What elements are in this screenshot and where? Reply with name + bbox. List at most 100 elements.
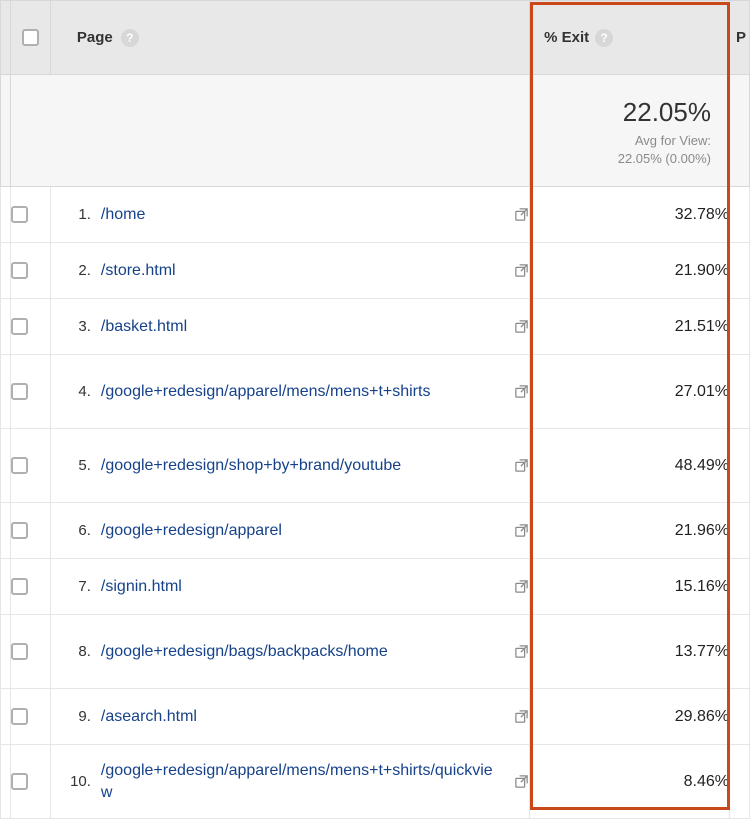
row-checkbox[interactable]	[11, 318, 28, 335]
row-page-cell: 7./signin.html	[50, 559, 529, 615]
row-page-cell: 3. /basket.html	[50, 299, 529, 355]
row-left-stub	[1, 299, 11, 355]
row-number: 5.	[51, 457, 91, 474]
table-row: 4./google+redesign/apparel/mens/mens+t+s…	[1, 355, 750, 429]
row-page-cell: 5. /google+redesign/shop+by+brand/youtube	[50, 429, 529, 503]
row-exit-cell: 13.77%	[530, 615, 730, 689]
row-checkbox-cell	[10, 429, 50, 503]
table-row: 8. /google+redesign/bags/backpacks/home 13…	[1, 615, 750, 689]
page-link[interactable]: /home	[101, 204, 504, 226]
select-all-checkbox[interactable]	[22, 29, 39, 46]
row-checkbox-cell	[10, 615, 50, 689]
exit-value: 15.16%	[675, 578, 729, 595]
exit-value: 21.51%	[675, 318, 729, 335]
header-left-stub	[1, 1, 11, 75]
row-checkbox[interactable]	[11, 578, 28, 595]
row-exit-cell: 21.51%	[530, 299, 730, 355]
page-link[interactable]: /basket.html	[101, 316, 504, 338]
external-link-icon[interactable]	[514, 579, 529, 594]
row-left-stub	[1, 429, 11, 503]
row-number: 9.	[51, 708, 91, 725]
row-exit-cell: 27.01%	[530, 355, 730, 429]
external-link-icon[interactable]	[514, 458, 529, 473]
row-checkbox-cell	[10, 355, 50, 429]
external-link-icon[interactable]	[514, 207, 529, 222]
row-left-stub	[1, 745, 11, 819]
exit-value: 21.96%	[675, 522, 729, 539]
row-exit-cell: 29.86%	[530, 689, 730, 745]
exit-value: 8.46%	[684, 773, 729, 790]
page-link[interactable]: /asearch.html	[101, 706, 504, 728]
row-left-stub	[1, 559, 11, 615]
row-extra-cell	[729, 615, 749, 689]
external-link-icon[interactable]	[514, 709, 529, 724]
row-page-cell: 8. /google+redesign/bags/backpacks/home	[50, 615, 529, 689]
header-exit-label: % Exit	[544, 29, 589, 46]
row-checkbox[interactable]	[11, 206, 28, 223]
header-extra-cell[interactable]: P	[729, 1, 749, 75]
external-link-icon[interactable]	[514, 263, 529, 278]
page-link[interactable]: /google+redesign/apparel	[101, 520, 504, 542]
external-link-icon[interactable]	[514, 644, 529, 659]
row-checkbox[interactable]	[11, 708, 28, 725]
row-page-cell: 10./google+redesign/apparel/mens/mens+t+…	[50, 745, 529, 819]
help-icon[interactable]: ?	[595, 29, 613, 47]
external-link-icon[interactable]	[514, 774, 529, 789]
page-link[interactable]: /google+redesign/apparel/mens/mens+t+shi…	[101, 760, 504, 803]
table-row: 2. /store.html 21.90%	[1, 243, 750, 299]
page-link[interactable]: /signin.html	[101, 576, 504, 598]
row-checkbox[interactable]	[11, 383, 28, 400]
page-link[interactable]: /google+redesign/shop+by+brand/youtube	[101, 455, 504, 477]
row-checkbox-cell	[10, 299, 50, 355]
row-extra-cell	[729, 299, 749, 355]
row-checkbox-cell	[10, 503, 50, 559]
header-page-cell[interactable]: Page ?	[50, 1, 529, 75]
table-row: 5. /google+redesign/shop+by+brand/youtube…	[1, 429, 750, 503]
summary-exit-value: 22.05%	[542, 97, 711, 128]
exit-value: 29.86%	[675, 708, 729, 725]
summary-row: 22.05% Avg for View: 22.05% (0.00%)	[1, 75, 750, 187]
row-extra-cell	[729, 745, 749, 819]
row-checkbox-cell	[10, 243, 50, 299]
header-extra-label: P	[736, 29, 746, 46]
row-exit-cell: 48.49%	[530, 429, 730, 503]
summary-extra-cell	[729, 75, 749, 187]
external-link-icon[interactable]	[514, 384, 529, 399]
table-row: 9. /asearch.html 29.86%	[1, 689, 750, 745]
row-checkbox[interactable]	[11, 773, 28, 790]
page-link[interactable]: /store.html	[101, 260, 504, 282]
row-page-cell: 9. /asearch.html	[50, 689, 529, 745]
header-exit-cell[interactable]: % Exit ?	[530, 1, 730, 75]
row-extra-cell	[729, 689, 749, 745]
row-number: 2.	[51, 262, 91, 279]
row-checkbox-cell	[10, 559, 50, 615]
row-left-stub	[1, 615, 11, 689]
row-checkbox-cell	[10, 745, 50, 819]
exit-value: 27.01%	[675, 383, 729, 400]
row-left-stub	[1, 187, 11, 243]
row-left-stub	[1, 355, 11, 429]
table-row: 6. /google+redesign/apparel 21.96%	[1, 503, 750, 559]
page-link[interactable]: /google+redesign/apparel/mens/mens+t+shi…	[101, 381, 504, 403]
page-link[interactable]: /google+redesign/bags/backpacks/home	[101, 641, 504, 663]
row-number: 8.	[51, 643, 91, 660]
row-extra-cell	[729, 429, 749, 503]
help-icon[interactable]: ?	[121, 29, 139, 47]
row-extra-cell	[729, 243, 749, 299]
row-number: 3.	[51, 318, 91, 335]
table-row: 7./signin.html 15.16%	[1, 559, 750, 615]
row-checkbox[interactable]	[11, 457, 28, 474]
header-checkbox-cell	[10, 1, 50, 75]
header-page-label: Page	[77, 29, 113, 46]
external-link-icon[interactable]	[514, 319, 529, 334]
row-checkbox[interactable]	[11, 522, 28, 539]
row-number: 1.	[51, 206, 91, 223]
row-checkbox[interactable]	[11, 643, 28, 660]
row-checkbox[interactable]	[11, 262, 28, 279]
row-exit-cell: 8.46%	[530, 745, 730, 819]
row-exit-cell: 21.90%	[530, 243, 730, 299]
row-checkbox-cell	[10, 187, 50, 243]
row-left-stub	[1, 503, 11, 559]
row-number: 6.	[51, 522, 91, 539]
external-link-icon[interactable]	[514, 523, 529, 538]
